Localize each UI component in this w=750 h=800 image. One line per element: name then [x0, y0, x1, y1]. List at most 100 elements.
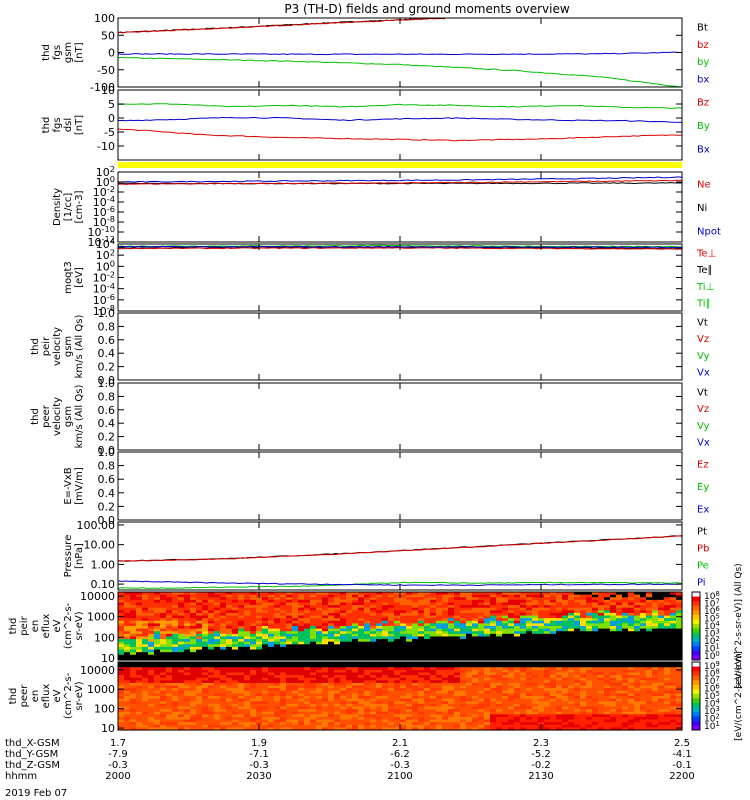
ephemeris-value: 2.5 [674, 738, 690, 749]
ephemeris-label: hhmm [5, 771, 37, 782]
ephemeris-label: thd_X-GSM [5, 738, 60, 749]
y-tick-label: -10 [97, 140, 115, 153]
y-axis-label-3: moqt3 [63, 261, 74, 294]
legend-entry-2-1: Ni [697, 203, 707, 214]
y-tick-label: 0 [108, 47, 115, 60]
y-axis-label-4: peir [41, 336, 52, 356]
series-line-7-0 [117, 535, 683, 562]
colorbar-tick: 101 [704, 720, 720, 732]
y-tick-label: 0.8 [98, 320, 116, 333]
y-tick-label: 0.0 [98, 514, 116, 527]
y-tick-label: 10 [101, 84, 115, 97]
colorbar-tick: 100 [704, 650, 720, 662]
panel-8: 10000 1000 100 10 thd peir en eflux eV (cm^2-s-sr… [8, 590, 683, 665]
ephemeris-value: 2030 [246, 771, 271, 782]
colorbar-tick: 106 [704, 682, 720, 694]
legend-entry-3-2: Ti⊥ [696, 282, 714, 293]
y-tick-label: 0.4 [98, 347, 116, 360]
y-tick-label: 0.10 [91, 578, 116, 591]
ephemeris: thd_X-GSM 1.7 1.9 2.1 2.3 2.5 thd_Y-GSM -7.9 -7.… [5, 738, 695, 782]
legend-entry-7-3: Pi [697, 578, 706, 589]
ephemeris-value: 1.7 [110, 738, 126, 749]
y-axis-label-1: thd [41, 117, 52, 134]
y-axis-label-9: (cm^2-s- [63, 672, 74, 719]
y-axis-label-6: E=-VxB [63, 467, 74, 504]
ephemeris-value: -0.3 [249, 760, 269, 771]
y-tick-label: 104 [96, 236, 115, 251]
panel-frame-5 [117, 382, 683, 451]
panel-9: 10000 1000 100 10 thd peer en eflux eV (cm^2-s-sr… [8, 661, 683, 735]
colorbar-tick: 108 [704, 667, 720, 679]
colorbar-tick: 104 [704, 620, 720, 632]
ephemeris-value: -0.2 [531, 760, 551, 771]
y-axis-label-2: [cm-3] [74, 190, 85, 223]
y-axis-label-3: [eV] [74, 267, 85, 288]
ephemeris-value: 2.3 [533, 738, 549, 749]
date-label: 2019 Feb 07 [5, 788, 67, 799]
y-axis-label-0: fgs [52, 45, 63, 60]
y-tick-label: 1.0 [98, 446, 116, 459]
y-axis-label-5: km/s (All Qs) [74, 385, 85, 449]
legend-entry-5-0: Vt [697, 387, 708, 398]
y-tick-label: 0.0 [98, 444, 116, 457]
spectrogram-cells-9 [118, 662, 683, 731]
ephemeris-value: 2200 [669, 771, 694, 782]
y-tick-label: 1.0 [98, 377, 116, 390]
y-tick-label: 100 [94, 12, 115, 25]
y-axis-label-1: dsl [63, 118, 74, 132]
colorbar-tick: 105 [704, 690, 720, 702]
y-axis-label-8: peir [19, 615, 30, 635]
legend-entry-4-0: Vt [697, 317, 708, 328]
colorbar-label-0: [eV/(cm^2-s-sr-eV)] (All Qs) [734, 563, 744, 688]
series-line-1-0 [117, 128, 683, 142]
ephemeris-value: 2100 [387, 771, 412, 782]
colorbar-label-1: [eV/(cm^2-s-sr-eV)] [734, 651, 744, 741]
y-tick-label: 5 [108, 98, 115, 111]
ephemeris-value: 2000 [105, 771, 130, 782]
panel-frame-7 [117, 521, 683, 591]
legend-entry-2-2: Npot [697, 226, 721, 237]
y-axis-label-6: [mV/m] [74, 467, 85, 505]
y-tick-label: 1000 [87, 611, 115, 624]
y-axis-label-7: [nPa] [74, 543, 85, 569]
y-tick-label: 0.6 [98, 473, 116, 486]
series-line-7-1 [117, 535, 683, 562]
panel-frame-3 [117, 243, 683, 312]
y-axis-label-1: fgs [52, 117, 63, 132]
y-axis-label-4: velocity [52, 327, 63, 366]
legend-entry-0-2: by [697, 57, 709, 68]
y-axis-label-5: peer [41, 404, 52, 428]
y-axis-label-0: gsm [63, 42, 74, 63]
legend-entry-3-3: Ti∥ [696, 299, 711, 310]
ephemeris-value: -0.1 [672, 760, 692, 771]
y-axis-label-9: sr-eV) [74, 681, 85, 710]
y-tick-label: 10-4 [93, 194, 115, 209]
y-tick-label: 0.2 [98, 361, 116, 374]
colorbar-tick: 105 [704, 612, 720, 624]
panel-2: 10210010-210-410-610-810-1010-12Density[… [52, 164, 721, 249]
legend-entry-0-0: Bt [697, 23, 708, 34]
y-tick-label: 10-8 [93, 214, 115, 229]
colorbar-tick: 108 [704, 590, 720, 602]
legend-entry-6-0: Ez [697, 459, 709, 470]
y-tick-label: 1.00 [91, 558, 116, 571]
ephemeris-value: -4.1 [672, 749, 692, 760]
series-line-2-2 [117, 176, 683, 183]
ephemeris-label: thd_Y-GSM [5, 749, 58, 760]
spectrogram-cells-8 [118, 592, 683, 661]
y-tick-label: 102 [96, 247, 115, 262]
ephemeris-value: -5.2 [531, 749, 551, 760]
y-axis-label-7: Pressure [63, 535, 74, 578]
legend-entry-4-3: Vx [697, 368, 710, 379]
panel-frame-4 [117, 312, 683, 381]
y-tick-label: 10 [101, 652, 115, 665]
y-axis-label-8: (cm^2-s- [63, 602, 74, 649]
y-axis-label-9: peer [19, 684, 30, 708]
colorbar-tick: 107 [704, 597, 720, 609]
panel-0: 100 50 0 -50 -100 thd fgs gsm [nT] Bt bz by bx [41, 12, 709, 94]
y-axis-label-9: eV [52, 689, 63, 702]
colorbar-tick: 109 [704, 660, 720, 672]
